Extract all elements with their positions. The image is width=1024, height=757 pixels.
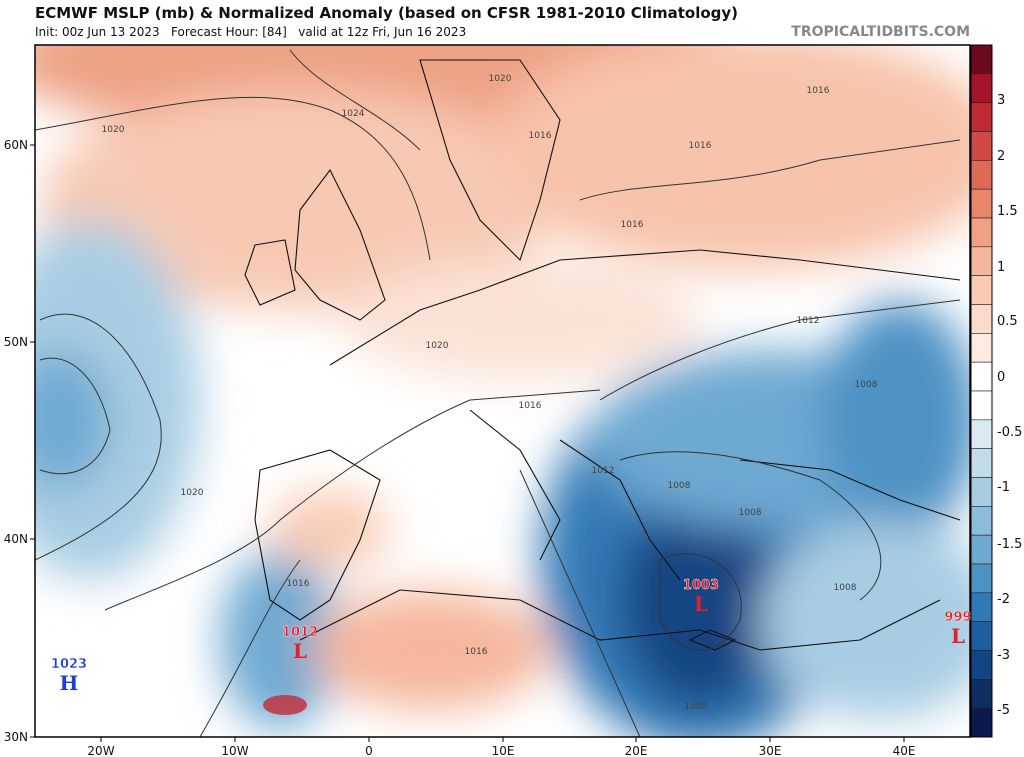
colorbar-swatch: [970, 361, 993, 392]
contour-label: 1016: [519, 401, 542, 411]
contour-label: 1016: [807, 86, 830, 96]
colorbar: [970, 44, 993, 738]
lon-label: 20W: [87, 744, 114, 757]
contour-label: 1008: [834, 583, 857, 593]
high-pressure-marker: H: [60, 671, 79, 695]
colorbar-swatch: [970, 188, 993, 219]
colorbar-label: 0.5: [997, 314, 1018, 329]
colorbar-swatch: [970, 275, 993, 305]
colorbar-swatch: [970, 102, 993, 132]
low-pressure-marker: L: [293, 639, 307, 663]
colorbar-label: 3: [997, 93, 1006, 108]
colorbar-label: -0.5: [997, 425, 1023, 440]
contour-label: 1008: [855, 380, 878, 390]
colorbar-label: -3: [997, 648, 1010, 663]
colorbar-swatch: [970, 419, 993, 449]
colorbar-label: -2: [997, 592, 1010, 607]
colorbar-swatch: [970, 304, 993, 334]
colorbar-swatch: [970, 477, 993, 507]
lat-label: 30N: [4, 730, 28, 744]
colorbar-swatch: [970, 246, 993, 276]
contour-label: 1016: [465, 647, 488, 657]
pressure-value: 999: [944, 610, 971, 625]
axis-ticks: 20W 10W 0 10E 20E 30E 40E 60N 50N 40N 30N: [4, 138, 916, 757]
colorbar-swatch: [970, 448, 993, 478]
lat-label: 40N: [4, 532, 28, 546]
colorbar-label: 0: [997, 370, 1006, 385]
colorbar-frame: [970, 44, 993, 738]
colorbar-label: 1.5: [997, 204, 1018, 219]
colorbar-label: -5: [997, 703, 1010, 718]
colorbar-swatch: [970, 563, 993, 594]
contour-label: 1024: [342, 109, 365, 119]
anomaly-field: [35, 45, 970, 737]
contour-label: 1008: [668, 481, 691, 491]
contour-label: 1016: [287, 579, 310, 589]
lat-label: 60N: [4, 138, 28, 152]
colorbar-swatch: [970, 707, 993, 738]
lon-label: 20E: [625, 744, 648, 757]
colorbar-label: -1.5: [997, 537, 1023, 552]
lon-label: 10E: [492, 744, 515, 757]
isobars: [35, 49, 961, 737]
lon-label: 0: [365, 744, 373, 757]
low-pressure-marker: L: [951, 624, 965, 648]
contour-label: 1020: [426, 341, 449, 351]
contour-label: 1012: [592, 466, 615, 476]
pressure-value: 1003: [683, 578, 719, 593]
contour-label: 1020: [181, 488, 204, 498]
colorbar-label: 2: [997, 149, 1006, 164]
lon-label: 10W: [221, 744, 248, 757]
colorbar-label: 1: [997, 260, 1006, 275]
colorbar-swatch: [970, 534, 993, 565]
brand-watermark: TROPICALTIDBITS.COM: [791, 24, 970, 40]
colorbar-swatch: [970, 73, 993, 103]
lon-label: 30E: [759, 744, 782, 757]
contour-label: 1016: [529, 131, 552, 141]
colorbar-swatch: [970, 506, 993, 536]
low-pressure-marker: L: [694, 592, 708, 616]
colorbar-swatch: [970, 592, 993, 622]
colorbar-swatch: [970, 160, 993, 190]
colorbar-swatch: [970, 390, 993, 421]
contour-label: 1016: [689, 141, 712, 151]
map-title: ECMWF MSLP (mb) & Normalized Anomaly (ba…: [35, 4, 739, 22]
pressure-value: 1012: [282, 625, 318, 640]
contour-label: 1016: [621, 220, 644, 230]
contour-label: 1020: [102, 125, 125, 135]
lon-label: 40E: [893, 744, 916, 757]
contour-label: 1012: [797, 316, 820, 326]
colorbar-swatch: [970, 44, 993, 75]
colorbar-swatch: [970, 131, 993, 161]
forecast-info: Init: 00z Jun 13 2023 Forecast Hour: [84…: [35, 25, 467, 39]
contour-label: 1008: [685, 702, 708, 712]
contour-labels: 1020 1024 1020 1016 1016 1016 1016 1012 1020 1016…: [102, 74, 878, 712]
colorbar-swatch: [970, 621, 993, 651]
pressure-value: 1023: [51, 657, 87, 672]
contour-label: 1020: [489, 74, 512, 84]
coastlines: [244, 59, 961, 651]
colorbar-swatch: [970, 650, 993, 680]
colorbar-swatch: [970, 679, 993, 709]
colorbar-swatch: [970, 333, 993, 363]
lat-label: 50N: [4, 335, 28, 349]
colorbar-label: -1: [997, 480, 1010, 495]
contour-label: 1008: [739, 508, 762, 518]
colorbar-swatch: [970, 217, 993, 248]
